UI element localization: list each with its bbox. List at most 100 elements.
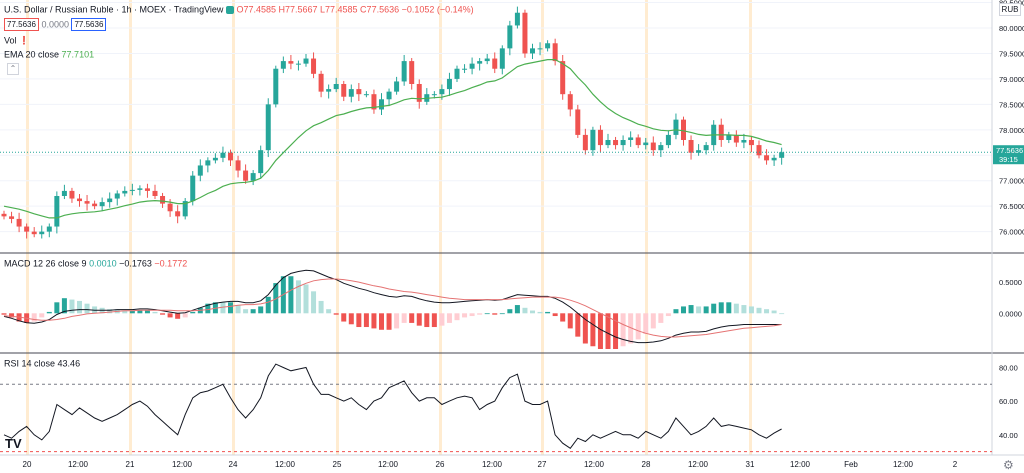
macd-histogram-bar xyxy=(650,313,656,329)
ema-value: 77.7101 xyxy=(61,49,95,60)
macd-histogram-bar xyxy=(356,313,362,328)
candle-body xyxy=(77,198,82,202)
candle-body xyxy=(522,12,528,54)
price-tick-label: 77.0000 xyxy=(999,177,1024,186)
candle-body xyxy=(258,150,264,174)
candle-body xyxy=(394,81,400,92)
candle-body xyxy=(386,91,392,100)
macd-histogram-bar xyxy=(681,306,686,314)
macd-histogram-bar xyxy=(235,305,241,314)
candle-body xyxy=(597,129,603,146)
symbol-legend: U.S. Dollar / Russian Ruble · 1h · MOEX … xyxy=(4,4,474,15)
session-band xyxy=(232,0,235,455)
candle-body xyxy=(99,202,105,207)
price-tick-label: 76.0000 xyxy=(999,228,1024,237)
candle-body xyxy=(333,84,339,90)
macd-line xyxy=(3,269,782,344)
rsi-legend[interactable]: RSI 14 close 43.46 xyxy=(4,358,80,369)
macd-histogram-bar xyxy=(613,313,619,350)
candle-body xyxy=(514,12,520,26)
candle-body xyxy=(409,61,415,84)
tradingview-logo[interactable]: TV xyxy=(5,436,22,451)
candle-body xyxy=(401,61,407,82)
candle-body xyxy=(379,99,384,110)
candle-body xyxy=(613,140,619,146)
time-tick-label: 12:00 xyxy=(172,460,193,469)
macd-histogram-bar xyxy=(748,306,754,314)
collapse-legend-icon[interactable]: ⌃ xyxy=(7,63,19,75)
candle-body xyxy=(46,226,52,232)
hidden-icon[interactable]: ❗ xyxy=(19,36,29,46)
macd-histogram-bar xyxy=(454,313,460,321)
macd-histogram-bar xyxy=(190,311,196,314)
sell-button[interactable]: 77.5636 xyxy=(4,18,39,31)
macd-histogram-bar xyxy=(424,313,430,328)
macd-histogram-bar xyxy=(605,313,611,350)
time-tick-label: 12:00 xyxy=(68,460,89,469)
candle-body xyxy=(469,63,475,69)
ohlc-values: O77.4585 H77.5667 L77.4585 C77.5636 −0.1… xyxy=(236,4,474,15)
macd-histogram-bar xyxy=(1,313,7,315)
time-tick-label: 2 xyxy=(953,460,958,469)
candle-body xyxy=(741,140,747,143)
macd-histogram-bar xyxy=(703,306,709,314)
macd-histogram-bar xyxy=(665,313,671,317)
macd-histogram-bar xyxy=(696,306,702,314)
macd-line-value: −0.1763 xyxy=(119,258,152,269)
macd-histogram-bar xyxy=(326,309,332,314)
candle-body xyxy=(220,152,226,158)
macd-histogram-bar xyxy=(348,313,354,325)
candle-body xyxy=(658,145,664,151)
candle-body xyxy=(681,119,686,140)
candle-body xyxy=(318,73,324,92)
buy-button[interactable]: 77.5636 xyxy=(71,18,107,31)
last-price-badge xyxy=(993,145,1024,165)
candle-body xyxy=(122,190,128,194)
vol-legend[interactable]: Vol ❗ xyxy=(4,35,29,46)
macd-histogram-bar xyxy=(363,313,369,328)
macd-histogram-bar xyxy=(303,284,309,314)
macd-histogram-bar xyxy=(182,313,188,318)
session-band xyxy=(749,0,752,455)
candle-body xyxy=(628,137,634,140)
candle-body xyxy=(326,89,332,92)
price-tick-label: 76.5000 xyxy=(999,202,1024,211)
currency-button[interactable]: RUB xyxy=(999,3,1021,16)
macd-legend[interactable]: MACD 12 26 close 9 0.0010 −0.1763 −0.177… xyxy=(4,258,187,269)
macd-histogram-bar xyxy=(733,303,739,314)
price-tick-label: 79.5000 xyxy=(999,49,1024,58)
last-price-label: 77.5636 xyxy=(996,146,1023,155)
macd-histogram-bar xyxy=(741,305,747,314)
candle-body xyxy=(16,218,22,227)
macd-histogram-bar xyxy=(726,302,732,314)
macd-histogram-bar xyxy=(620,313,626,347)
gear-icon[interactable]: ⚙ xyxy=(1003,458,1014,472)
macd-histogram-bar xyxy=(265,296,271,314)
macd-histogram-bar xyxy=(152,311,158,314)
time-tick-label: 26 xyxy=(436,460,445,469)
macd-histogram-bar xyxy=(84,303,90,314)
candle-body xyxy=(688,140,694,153)
candle-body xyxy=(764,155,770,161)
candle-body xyxy=(545,43,551,49)
macd-histogram-bar xyxy=(311,291,317,314)
candle-body xyxy=(643,142,649,146)
candle-body xyxy=(492,58,498,69)
ema-legend[interactable]: EMA 20 close 77.7101 xyxy=(4,49,94,60)
macd-histogram-bar xyxy=(69,299,75,314)
macd-histogram-bar xyxy=(386,313,392,330)
macd-histogram-bar xyxy=(431,313,437,328)
rsi-tick-label: 80.00 xyxy=(999,363,1018,372)
candle-body xyxy=(560,61,566,95)
macd-histogram-bar xyxy=(333,313,339,315)
candle-body xyxy=(650,142,656,151)
macd-label: MACD 12 26 close 9 xyxy=(4,258,87,269)
macd-histogram-bar xyxy=(688,305,694,314)
macd-histogram-bar xyxy=(756,307,762,314)
candle-body xyxy=(462,68,468,70)
macd-histogram-bar xyxy=(61,298,67,314)
candle-body xyxy=(288,61,294,64)
macd-histogram-bar xyxy=(469,313,475,317)
